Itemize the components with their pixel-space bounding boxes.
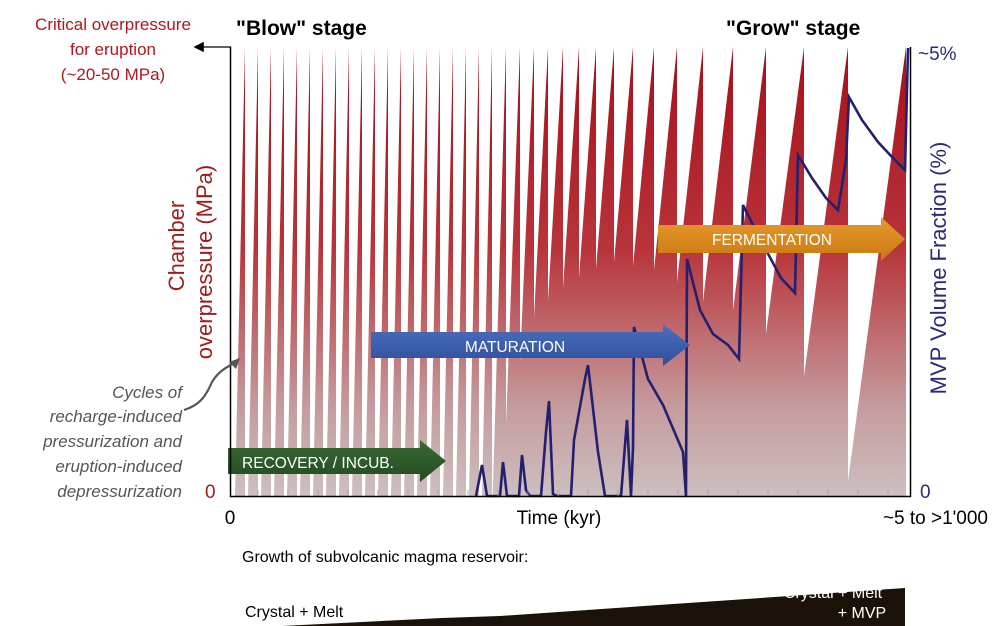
pressure-cycle-tooth — [339, 47, 349, 496]
pressure-cycle-tooth — [248, 47, 258, 496]
critical-overpressure-line1: Critical overpressure — [35, 15, 191, 34]
pressure-cycle-tooth — [274, 47, 284, 496]
growth-title: Growth of subvolcanic magma reservoir: — [242, 549, 528, 566]
cycles-line5: depressurization — [57, 482, 182, 501]
pressure-cycle-tooth — [469, 47, 479, 496]
growth-right-label-line1: Crystal + Melt — [784, 585, 883, 602]
pressure-cycle-tooth — [536, 47, 563, 496]
x-axis-ticks — [257, 490, 889, 496]
x-axis-end: ~5 to >1'000 — [883, 508, 988, 529]
fermentation-arrow-label: FERMENTATION — [712, 232, 832, 249]
pressure-cycle-tooth — [391, 47, 401, 496]
pressure-cycle-tooth — [456, 47, 466, 496]
pressure-cycle-tooth — [503, 47, 520, 496]
right-axis-zero: 0 — [920, 482, 931, 503]
critical-overpressure-line2: for eruption — [70, 40, 156, 59]
fermentation-arrow: FERMENTATION — [658, 217, 905, 261]
critical-overpressure-line3: (~20-50 MPa) — [61, 65, 165, 84]
pressure-cycle-tooth — [443, 47, 453, 496]
pressure-cycle-tooth — [261, 47, 271, 496]
blow-stage-label: "Blow" stage — [236, 17, 367, 40]
maturation-arrow-label: MATURATION — [465, 339, 565, 356]
left-axis-title-line2: overpressure (MPa) — [192, 165, 217, 359]
recovery-arrow: RECOVERY / INCUB. — [228, 440, 446, 482]
growth-wedge — [282, 588, 905, 626]
right-axis-title: MVP Volume Fraction (%) — [926, 142, 951, 395]
pressure-cycle-tooth — [287, 47, 297, 496]
pressure-cycle-tooth — [630, 47, 677, 496]
pressure-cycle-tooth — [326, 47, 336, 496]
pressure-cycle-tooth — [313, 47, 323, 496]
pressure-cycle-tooth — [404, 47, 414, 496]
cycles-line3: pressurization and — [42, 432, 182, 451]
maturation-arrow: MATURATION — [371, 324, 690, 366]
grow-stage-label: "Grow" stage — [726, 17, 860, 40]
pressure-cycle-tooth — [514, 47, 534, 496]
growth-left-label: Crystal + Melt — [245, 604, 344, 621]
cycles-pointer-arrow — [183, 361, 237, 412]
pressure-cycle-tooth — [653, 47, 703, 496]
pressure-cycle-tooth — [365, 47, 375, 496]
cycles-annotation: Cycles of recharge-induced pressurizatio… — [42, 358, 240, 501]
pressure-cycle-tooth — [744, 47, 804, 496]
left-axis-title-line1: Chamber — [164, 201, 189, 291]
pressure-cycle-tooth — [524, 47, 548, 496]
pressure-cycle-tooth — [378, 47, 388, 496]
pressure-cycle-tooth — [430, 47, 440, 496]
mvp-volume-fraction-line — [474, 47, 910, 498]
pressure-cycle-tooth — [352, 47, 362, 496]
pressure-cycle-tooth — [492, 47, 506, 496]
pressure-cycle-tooth — [709, 47, 766, 496]
pressure-cycle-tooth — [680, 47, 733, 496]
cycles-line4: eruption-induced — [55, 457, 182, 476]
pressure-cycle-tooth — [235, 47, 245, 496]
pressure-cycle-tooth — [482, 47, 492, 496]
pressure-cycle-tooth — [417, 47, 427, 496]
right-axis-top-value: ~5% — [918, 44, 957, 65]
cycles-line2: recharge-induced — [50, 407, 183, 426]
cycles-line1: Cycles of — [112, 383, 184, 402]
recovery-arrow-label: RECOVERY / INCUB. — [242, 455, 394, 472]
x-axis-title: Time (kyr) — [517, 508, 602, 529]
pressure-cycle-tooth — [788, 47, 848, 496]
left-axis-zero: 0 — [205, 482, 216, 503]
growth-right-label-line2: + MVP — [838, 605, 886, 622]
pressure-cycle-tooth — [300, 47, 310, 496]
pressure-cycles — [235, 47, 906, 496]
x-axis-zero: 0 — [225, 508, 236, 529]
pressure-cycle-tooth — [846, 47, 906, 496]
